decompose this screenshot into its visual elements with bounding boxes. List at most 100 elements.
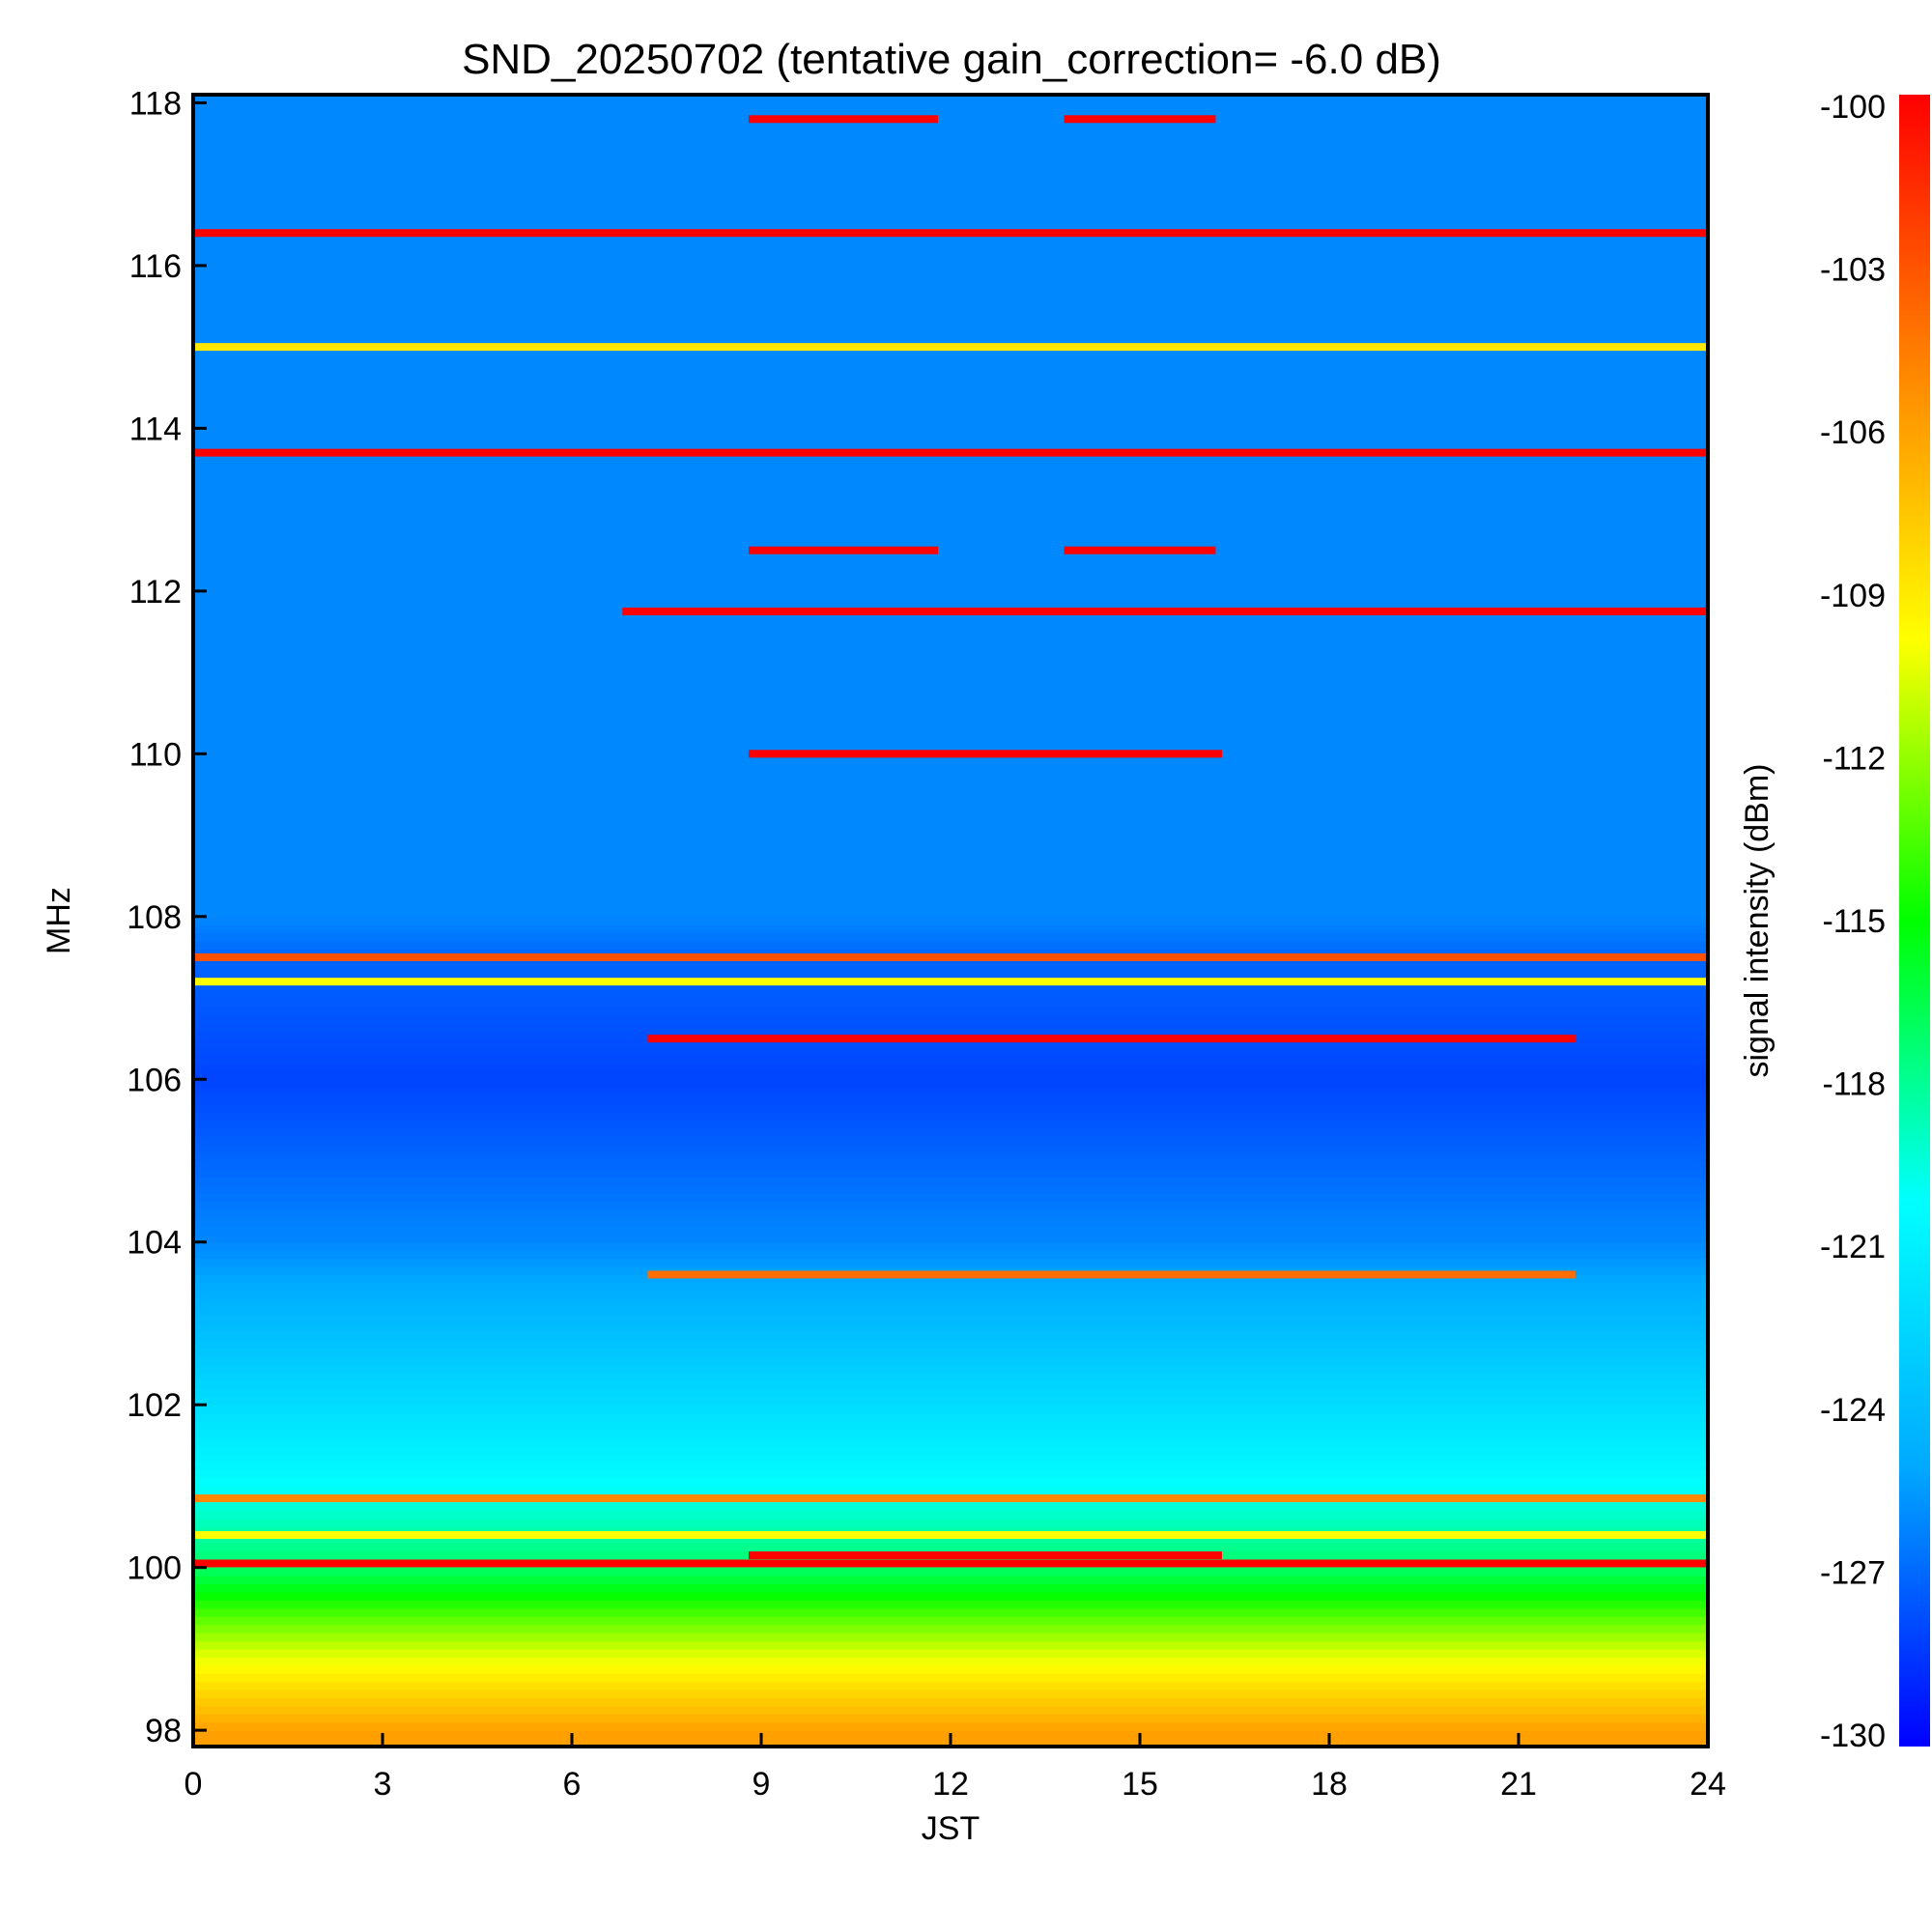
frequency-band [193, 306, 1708, 316]
frequency-band [193, 835, 1708, 844]
frequency-band [193, 419, 1708, 429]
frequency-band [193, 184, 1708, 193]
frequency-band [193, 1120, 1708, 1129]
frequency-band [193, 1013, 1708, 1023]
frequency-band [193, 1046, 1708, 1056]
frequency-band [193, 590, 1708, 600]
x-tick-label: 0 [185, 1766, 203, 1803]
frequency-band [193, 818, 1708, 828]
y-axis-ticks: 98 100 102 104 106 108 110 112 114 116 118 [127, 85, 207, 1749]
frequency-band [193, 664, 1708, 673]
frequency-band [193, 875, 1708, 885]
frequency-band [193, 379, 1708, 388]
frequency-band [193, 851, 1708, 861]
frequency-band [193, 623, 1708, 633]
frequency-band [193, 298, 1708, 307]
frequency-band [193, 1103, 1708, 1113]
frequency-band [193, 1690, 1708, 1699]
frequency-band [193, 1534, 1708, 1545]
y-tick-label: 98 [145, 1713, 182, 1749]
frequency-band [193, 631, 1708, 640]
frequency-band [193, 656, 1708, 666]
frequency-band [193, 347, 1708, 356]
frequency-band [193, 1379, 1708, 1389]
signal-trace [193, 1530, 1708, 1539]
frequency-band [193, 1388, 1708, 1398]
frequency-band [193, 159, 1708, 169]
x-axis-ticks: 0 3 6 9 12 15 18 21 24 [185, 1733, 1726, 1803]
frequency-band [193, 1721, 1708, 1731]
signal-trace [193, 1559, 1708, 1568]
frequency-band [193, 1322, 1708, 1332]
frequency-band [193, 1673, 1708, 1683]
y-tick-label: 104 [127, 1225, 182, 1262]
frequency-band [193, 753, 1708, 763]
frequency-band [193, 688, 1708, 697]
frequency-band [193, 680, 1708, 690]
signal-trace [748, 115, 938, 124]
frequency-band [193, 1600, 1708, 1609]
signal-trace [647, 1270, 1576, 1279]
frequency-band [193, 1624, 1708, 1634]
frequency-band [193, 241, 1708, 250]
frequency-band [193, 859, 1708, 868]
x-tick-label: 3 [374, 1766, 392, 1803]
frequency-band [193, 1209, 1708, 1219]
signal-trace [193, 978, 1708, 986]
frequency-band [193, 395, 1708, 405]
colorbar-tick-label: -115 [1822, 903, 1886, 940]
frequency-band [193, 599, 1708, 609]
frequency-band [193, 1462, 1708, 1471]
frequency-band [193, 1307, 1708, 1317]
colorbar-tick-label: -121 [1820, 1229, 1886, 1265]
frequency-band [193, 469, 1708, 478]
y-tick-label: 112 [129, 574, 182, 611]
frequency-band [193, 127, 1708, 136]
frequency-band [193, 1664, 1708, 1674]
frequency-band [193, 404, 1708, 413]
frequency-band [193, 1168, 1708, 1178]
frequency-band [193, 208, 1708, 217]
frequency-band [193, 892, 1708, 901]
frequency-band [193, 1372, 1708, 1381]
frequency-band [193, 1315, 1708, 1324]
frequency-band [193, 461, 1708, 470]
frequency-band [193, 1421, 1708, 1431]
colorbar-tick-label: -109 [1820, 578, 1886, 614]
chart-title: SND_20250702 (tentative gain_correction=… [462, 36, 1441, 83]
signal-trace [193, 343, 1708, 352]
colorbar-tick-label: -112 [1822, 740, 1886, 777]
frequency-bands [193, 95, 1708, 1747]
signal-trace [748, 1551, 1222, 1560]
frequency-band [193, 1298, 1708, 1308]
frequency-band [193, 1396, 1708, 1406]
frequency-band [193, 989, 1708, 999]
frequency-band [193, 574, 1708, 584]
frequency-band [193, 371, 1708, 381]
frequency-band [193, 786, 1708, 796]
frequency-band [193, 1583, 1708, 1593]
frequency-band [193, 1348, 1708, 1357]
frequency-band [193, 355, 1708, 364]
y-tick-label: 100 [127, 1550, 182, 1587]
frequency-band [193, 1591, 1708, 1601]
frequency-band [193, 1469, 1708, 1479]
frequency-band [193, 249, 1708, 259]
frequency-band [193, 1282, 1708, 1292]
frequency-band [193, 1258, 1708, 1267]
frequency-band [193, 290, 1708, 299]
y-axis-label: MHz [41, 887, 77, 954]
y-tick-label: 110 [129, 736, 182, 773]
signal-trace [193, 229, 1708, 238]
frequency-band [193, 143, 1708, 153]
frequency-band [193, 827, 1708, 837]
frequency-band [193, 1193, 1708, 1203]
frequency-band [193, 1576, 1708, 1585]
frequency-band [193, 1160, 1708, 1170]
x-tick-label: 12 [932, 1766, 969, 1803]
frequency-band [193, 1144, 1708, 1153]
frequency-band [193, 941, 1708, 951]
frequency-band [193, 151, 1708, 160]
frequency-band [193, 956, 1708, 966]
frequency-band [193, 899, 1708, 909]
